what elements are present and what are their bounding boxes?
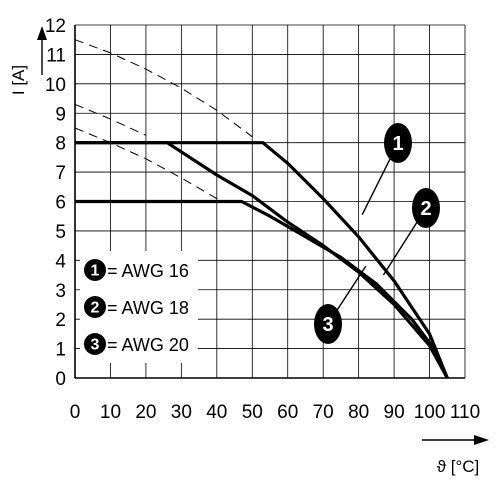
callout-badge-2 [412,188,440,228]
x-axis-label: ϑ [°C] [437,457,480,476]
x-tick-label-60: 60 [277,402,298,423]
dashed-reference-line-4 [74,103,147,136]
y-tick-label-9: 9 [55,104,66,125]
x-tick-label-90: 90 [384,402,405,423]
x-tick-label-80: 80 [348,402,369,423]
y-tick-label-12: 12 [45,16,66,37]
legend-marker-2 [84,296,106,318]
series-line-3 [75,199,449,379]
legend-label-2: = AWG 18 [107,298,189,318]
callout-number-2: 2 [420,198,431,220]
y-tick-label-8: 8 [55,134,66,155]
series-line-1 [75,141,449,379]
x-tick-label-10: 10 [100,402,121,423]
x-tick-label-50: 50 [242,402,263,423]
y-tick-label-5: 5 [55,222,66,243]
callout-badge-1 [384,123,412,163]
x-tick-label-100: 100 [414,402,446,423]
x-tick-label-20: 20 [135,402,156,423]
x-tick-label-40: 40 [206,402,227,423]
legend-marker-number-1: 1 [91,263,100,280]
y-tick-label-11: 11 [46,45,66,66]
dashed-reference-line-5 [74,127,218,200]
axes [37,25,489,445]
dashed-reference-line-3 [74,39,253,138]
tick-labels: 0 10 20 30 40 50 60 70 80 90 100 110012345678910111… [45,16,480,423]
legend-marker-number-3: 3 [91,337,100,354]
x-tick-label-110: 110 [450,402,480,423]
y-tick-label-1: 1 [55,340,66,361]
callout-number-3: 3 [322,314,333,336]
y-axis-label: I [A] [9,65,28,95]
legend: 1 = AWG 16 2 = AWG 18 3 = AWG 20 [80,251,198,363]
y-tick-label-10: 10 [45,75,66,96]
legend-label-1: = AWG 16 [107,261,189,281]
x-tick-label-70: 70 [313,402,334,423]
callouts: 1 2 3 [314,123,440,344]
y-tick-label-7: 7 [55,163,66,184]
x-axis-arrow-head [474,435,489,445]
legend-marker-1 [84,259,106,281]
y-tick-label-6: 6 [55,193,66,214]
y-tick-label-0: 0 [55,369,66,390]
legend-label-3: = AWG 20 [107,335,189,355]
legend-marker-number-2: 2 [91,300,100,317]
axis-labels: I [A] ϑ [°C] [9,65,479,476]
y-axis-arrow-head [37,26,47,40]
x-tick-label-0: 0 [70,402,81,423]
y-tick-label-4: 4 [55,251,66,272]
y-tick-label-2: 2 [55,310,66,331]
y-tick-label-3: 3 [55,281,66,302]
callout-number-1: 1 [392,133,403,155]
series-line-2 [75,141,449,379]
callout-badge-3 [314,304,342,344]
legend-marker-3 [84,333,106,355]
x-tick-label-30: 30 [171,402,192,423]
series-lines [74,39,449,379]
